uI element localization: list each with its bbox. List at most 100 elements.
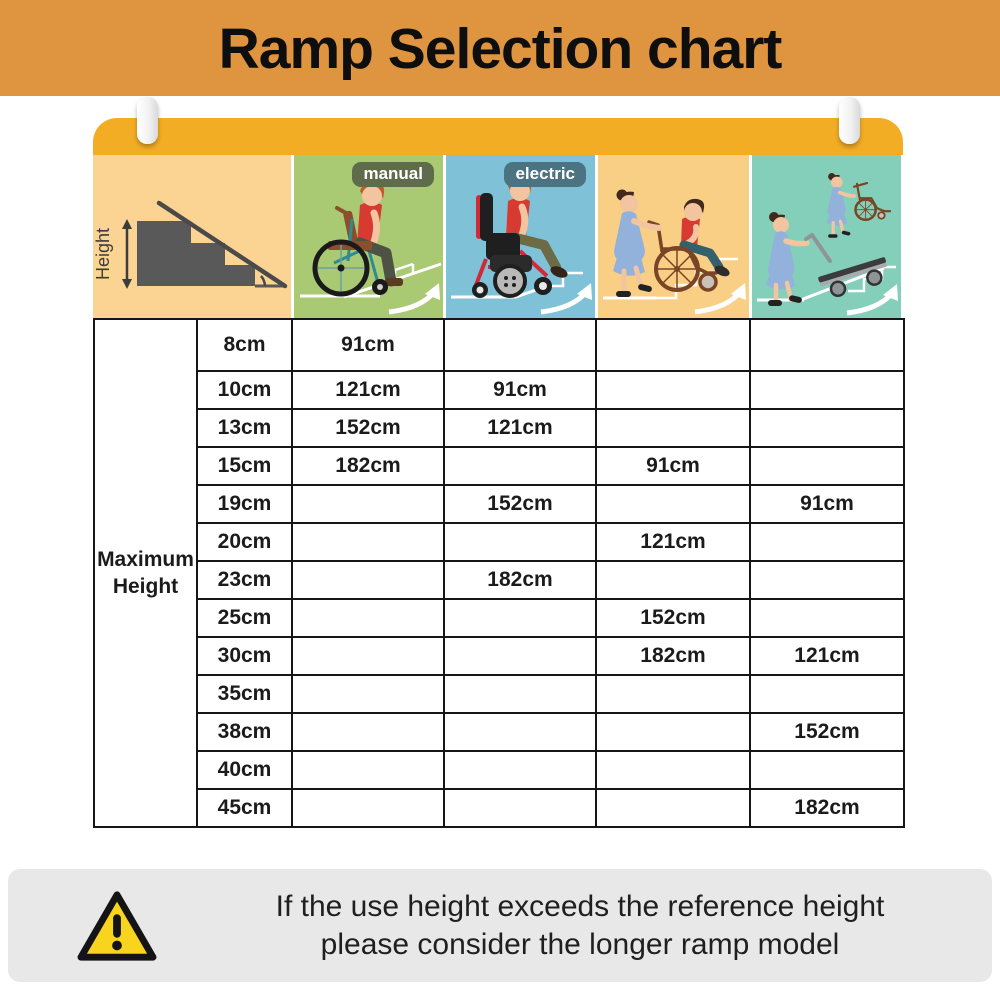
trolley-ramp-length-cell xyxy=(749,674,905,714)
height-value-cell: 38cm xyxy=(196,712,293,752)
manual-ramp-length-cell xyxy=(291,636,445,676)
trolley-ramp-length-cell xyxy=(749,408,905,448)
attendant-ramp-length-cell xyxy=(595,484,751,524)
table-row: 38cm 152cm xyxy=(94,712,905,752)
table-row: 40cm xyxy=(94,750,905,790)
attendant-ramp-length-cell xyxy=(595,408,751,448)
height-header-cell: Height xyxy=(93,155,291,318)
attendant-ramp-length-cell xyxy=(595,318,751,372)
footer-note-line2: please consider the longer ramp model xyxy=(320,927,840,961)
manual-ramp-length-cell xyxy=(291,712,445,752)
board-top-bar xyxy=(93,118,903,155)
electric-ramp-length-cell xyxy=(443,598,597,638)
trolley-ramp-length-cell: 91cm xyxy=(749,484,905,524)
table-row: 25cm 152cm xyxy=(94,598,905,638)
board-header-row: Height xyxy=(93,155,903,318)
height-value-cell: 45cm xyxy=(196,788,293,828)
trolley-ramp-length-cell xyxy=(749,560,905,600)
manual-ramp-length-cell: 152cm xyxy=(291,408,445,448)
electric-ramp-length-cell xyxy=(443,674,597,714)
attendant-ramp-length-cell: 182cm xyxy=(595,636,751,676)
table-row: 19cm 152cm 91cm xyxy=(94,484,905,524)
manual-ramp-length-cell xyxy=(291,484,445,524)
height-value-cell: 23cm xyxy=(196,560,293,600)
table-row: 15cm 182cm 91cm xyxy=(94,446,905,486)
height-value-cell: 15cm xyxy=(196,446,293,486)
electric-ramp-length-cell: 152cm xyxy=(443,484,597,524)
attendant-ramp-length-cell: 121cm xyxy=(595,522,751,562)
height-value-cell: 20cm xyxy=(196,522,293,562)
ramp-table-body: Maximum Height 8cm 91cm 10cm 121cm 91cm 13cm 15… xyxy=(93,318,905,828)
manual-header-cell: manual xyxy=(294,155,443,318)
attendant-header-cell xyxy=(598,155,749,318)
electric-header-cell: electric xyxy=(446,155,595,318)
trolley-and-folded-wheelchair-illustration xyxy=(757,173,898,316)
attendant-ramp-length-cell xyxy=(595,750,751,790)
electric-ramp-length-cell xyxy=(443,750,597,790)
electric-ramp-length-cell xyxy=(443,446,597,486)
trolley-ramp-length-cell xyxy=(749,750,905,790)
height-value-cell: 35cm xyxy=(196,674,293,714)
chart-board: Height xyxy=(93,118,903,318)
attendant-ramp-length-cell xyxy=(595,560,751,600)
manual-ramp-length-cell: 182cm xyxy=(291,446,445,486)
manual-ramp-length-cell xyxy=(291,674,445,714)
trolley-ramp-length-cell xyxy=(749,370,905,410)
footer-note-line1: If the use height exceeds the reference … xyxy=(275,889,885,923)
trolley-header-cell xyxy=(752,155,901,318)
electric-badge: electric xyxy=(504,162,586,187)
manual-ramp-length-cell: 121cm xyxy=(291,370,445,410)
stairs-height-icon: Height xyxy=(93,200,288,289)
attendant-ramp-length-cell: 152cm xyxy=(595,598,751,638)
footer-note-box: If the use height exceeds the reference … xyxy=(8,869,992,982)
table-row: 13cm 152cm 121cm xyxy=(94,408,905,448)
table-row: 10cm 121cm 91cm xyxy=(94,370,905,410)
electric-ramp-length-cell: 121cm xyxy=(443,408,597,448)
attendant-ramp-length-cell xyxy=(595,712,751,752)
mini-folded-wheelchair-scene xyxy=(826,173,892,238)
table-row: 20cm 121cm xyxy=(94,522,905,562)
manual-ramp-length-cell xyxy=(291,750,445,790)
hanger-pin-right xyxy=(839,97,860,144)
table-row: 23cm 182cm xyxy=(94,560,905,600)
table-row: 35cm xyxy=(94,674,905,714)
electric-ramp-length-cell: 182cm xyxy=(443,560,597,600)
table-row: Maximum Height 8cm 91cm xyxy=(93,318,905,828)
footer-note-text: If the use height exceeds the reference … xyxy=(183,888,977,964)
manual-wheelchair-illustration xyxy=(300,180,442,315)
attendant-ramp-length-cell: 91cm xyxy=(595,446,751,486)
title-banner: Ramp Selection chart xyxy=(0,0,1000,96)
manual-ramp-length-cell xyxy=(291,788,445,828)
height-value-cell: 10cm xyxy=(196,370,293,410)
page-title: Ramp Selection chart xyxy=(218,17,783,81)
trolley-ramp-length-cell: 182cm xyxy=(749,788,905,828)
manual-badge: manual xyxy=(352,162,434,187)
electric-ramp-length-cell xyxy=(443,788,597,828)
table-row: 45cm 182cm xyxy=(94,788,905,828)
manual-ramp-length-cell xyxy=(291,560,445,600)
warning-icon xyxy=(77,890,157,961)
trolley-ramp-length-cell xyxy=(749,318,905,372)
height-axis-label: Height xyxy=(93,228,113,280)
electric-ramp-length-cell: 91cm xyxy=(443,370,597,410)
electric-ramp-length-cell xyxy=(443,712,597,752)
attendant-ramp-length-cell xyxy=(595,370,751,410)
maximum-height-label: Maximum Height xyxy=(93,318,198,828)
manual-ramp-length-cell xyxy=(291,598,445,638)
electric-ramp-length-cell xyxy=(443,522,597,562)
ramp-selection-table: Maximum Height 8cm 91cm 10cm 121cm 91cm 13cm 15… xyxy=(93,318,905,828)
attendant-ramp-length-cell xyxy=(595,788,751,828)
trolley-ramp-length-cell xyxy=(749,598,905,638)
hanger-pin-left xyxy=(137,97,158,144)
height-value-cell: 40cm xyxy=(196,750,293,790)
table-row: 30cm 182cm 121cm xyxy=(94,636,905,676)
trolley-ramp-length-cell xyxy=(749,522,905,562)
height-value-cell: 19cm xyxy=(196,484,293,524)
height-value-cell: 13cm xyxy=(196,408,293,448)
attendant-ramp-length-cell xyxy=(595,674,751,714)
height-value-cell: 8cm xyxy=(196,318,293,372)
manual-ramp-length-cell xyxy=(291,522,445,562)
trolley-ramp-length-cell xyxy=(749,446,905,486)
trolley-ramp-length-cell: 121cm xyxy=(749,636,905,676)
